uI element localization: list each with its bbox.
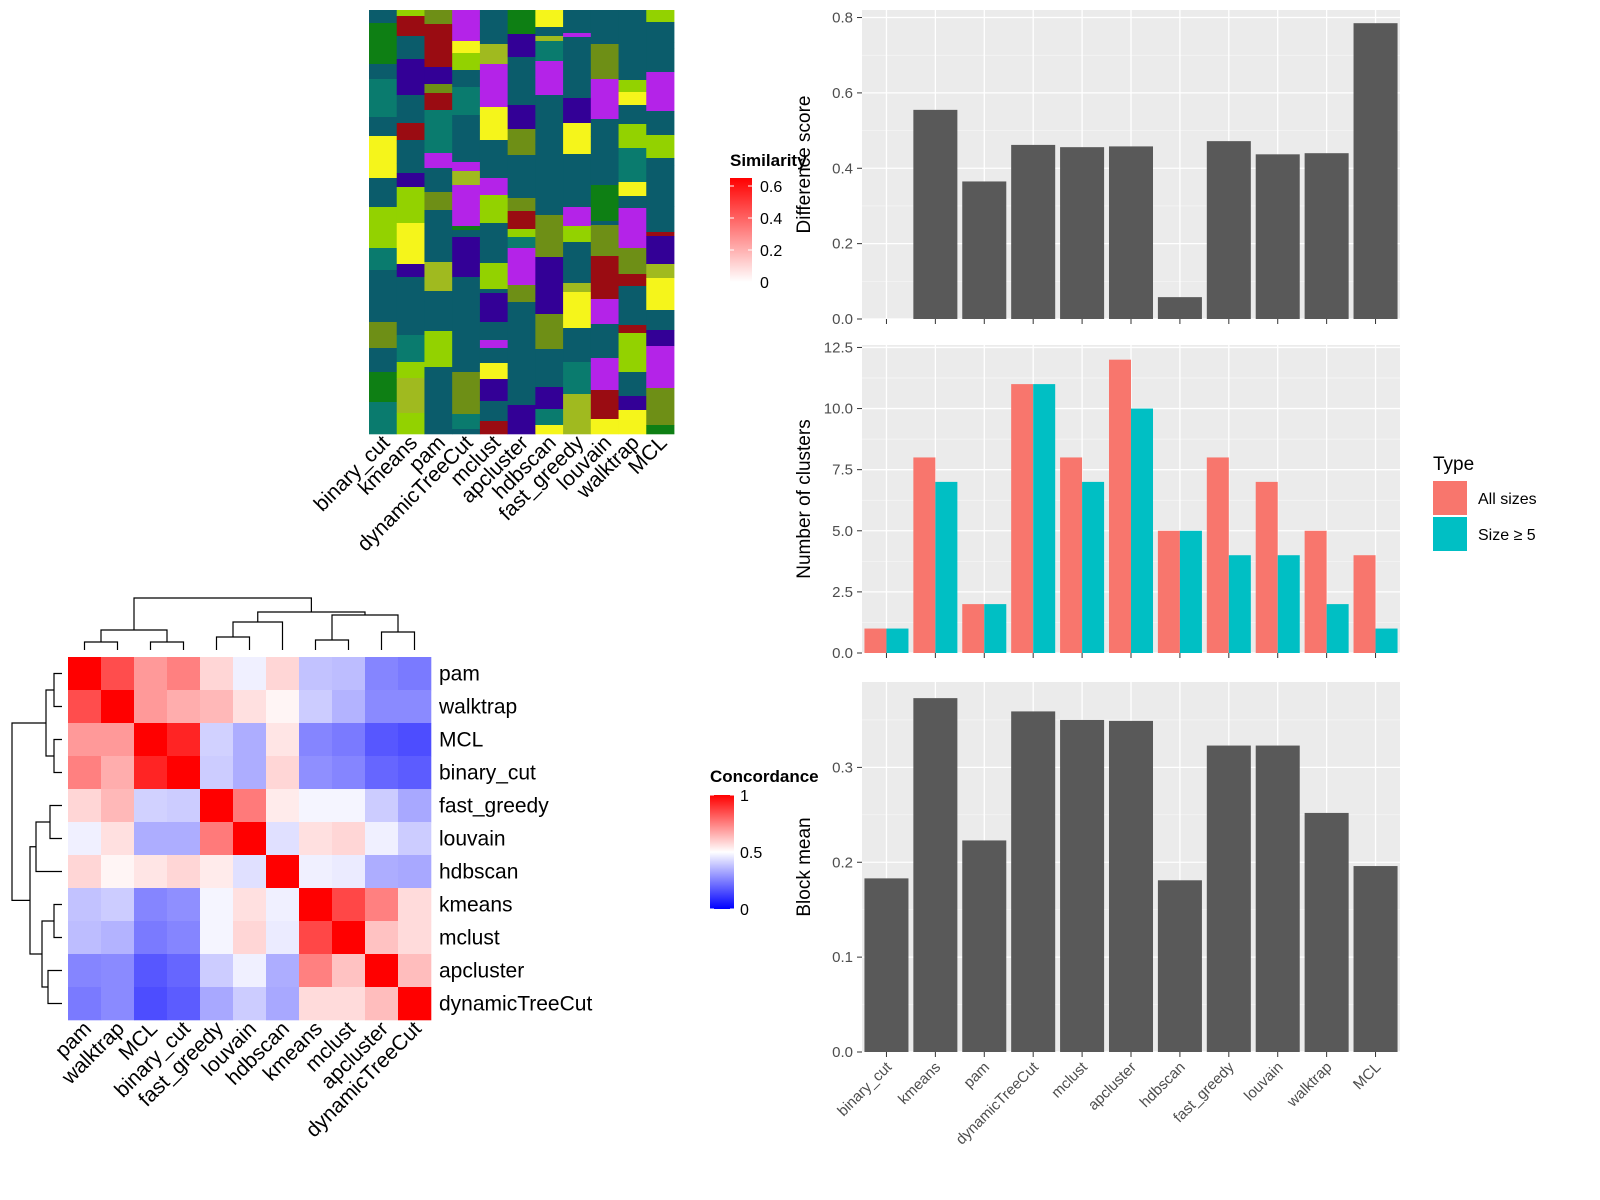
similarity-heatmap-bg <box>10 10 357 357</box>
